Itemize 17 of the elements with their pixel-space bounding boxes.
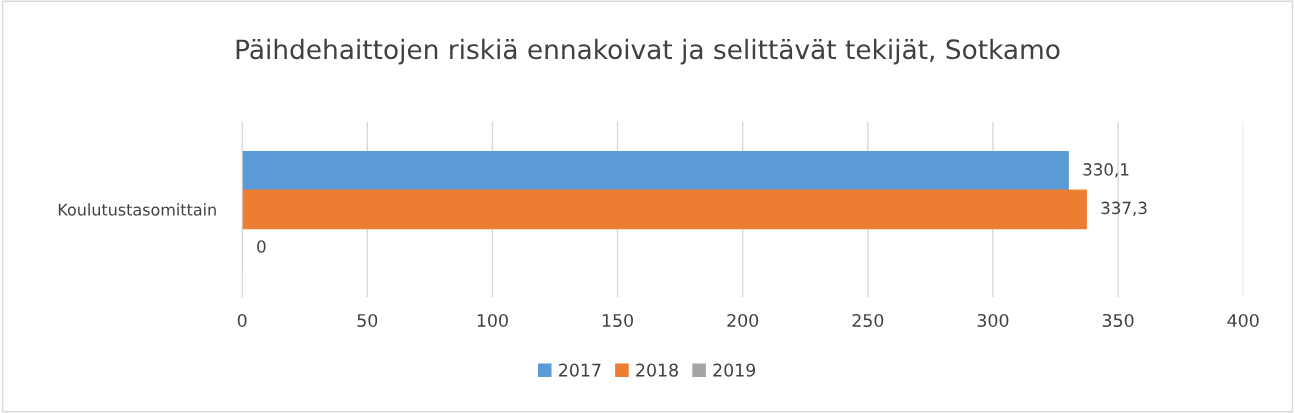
x-tick-label: 100 <box>477 313 508 328</box>
chart-title: Päihdehaittojen riskiä ennakoivat ja selittävät tekijät, Sotkamo <box>236 38 1060 65</box>
x-tick-label: 150 <box>602 313 633 328</box>
x-tick-label: 0 <box>237 313 247 328</box>
legend-label: 2017 <box>559 363 601 377</box>
data-label: 0 <box>257 240 266 253</box>
data-label: 330,1 <box>1083 163 1129 178</box>
x-tick-label: 200 <box>727 313 759 328</box>
x-tick-label: 300 <box>977 313 1009 328</box>
data-label: 337,3 <box>1101 201 1147 216</box>
y-tick-label: Koulutustasomittain <box>58 203 216 216</box>
x-tick-label: 50 <box>357 313 378 328</box>
x-tick-label: 350 <box>1102 313 1134 328</box>
x-tick-label: 400 <box>1227 313 1259 328</box>
legend-label: 2019 <box>713 363 756 377</box>
x-tick-label: 250 <box>852 313 884 328</box>
legend-label: 2018 <box>636 363 678 377</box>
